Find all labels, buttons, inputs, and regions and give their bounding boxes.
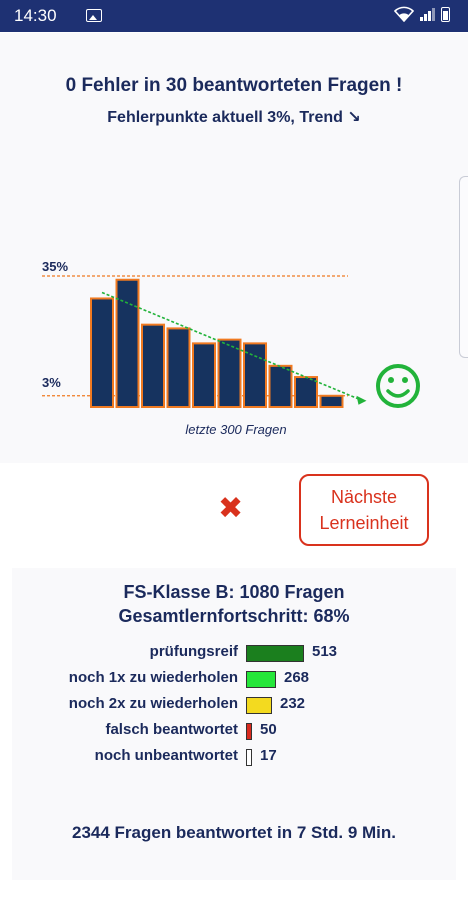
cross-icon: ✖ xyxy=(218,492,244,525)
chart-bar xyxy=(166,327,191,408)
chart-bar xyxy=(294,376,318,409)
status-time: 14:30 xyxy=(14,6,57,25)
side-drawer-handle[interactable] xyxy=(459,176,468,358)
status-bar: 14:30 xyxy=(0,0,468,32)
chart-bar xyxy=(90,297,114,408)
status-icons xyxy=(394,6,450,22)
chart-bar xyxy=(319,394,344,408)
class-title: FS-Klasse B: 1080 Fragen xyxy=(123,582,345,602)
error-chart: 35% 3% letzte 300 Fragen xyxy=(42,259,420,437)
result-headline: 0 Fehler in 30 beantworteten Fragen ! xyxy=(65,75,403,96)
progress-row-bar xyxy=(246,749,252,766)
progress-row: noch 1x zu wiederholen 268 xyxy=(0,667,468,691)
chart-bar xyxy=(141,323,165,408)
progress-row-bar xyxy=(246,697,272,714)
progress-row: falsch beantwortet 50 xyxy=(0,719,468,743)
progress-row: noch 2x zu wiederholen 232 xyxy=(0,693,468,717)
progress-row-bar xyxy=(246,671,276,688)
chart-xlabel: letzte 300 Fragen xyxy=(185,422,286,437)
progress-row: noch unbeantwortet 17 xyxy=(0,745,468,769)
answered-summary: 2344 Fragen beantwortet in 7 Std. 9 Min. xyxy=(71,823,396,842)
overall-progress: Gesamtlernfortschritt: 68% xyxy=(118,606,350,626)
chart-bar xyxy=(217,338,242,408)
next-lesson-button[interactable]: Nächste Lerneinheit xyxy=(299,474,429,546)
progress-panel xyxy=(12,568,456,880)
progress-row-value: 268 xyxy=(284,669,310,686)
battery-icon xyxy=(441,6,450,22)
progress-row-value: 17 xyxy=(260,747,277,764)
chart-bar xyxy=(268,364,293,409)
progress-row-label: noch 2x zu wiederholen xyxy=(68,695,238,712)
error-points-trend: Fehlerpunkte aktuell 3%, Trend ↘ xyxy=(107,109,361,126)
chart-bar xyxy=(115,278,140,408)
progress-row: prüfungsreif 513 xyxy=(0,641,468,665)
progress-row-label: noch unbeantwortet xyxy=(94,747,238,764)
progress-row-value: 232 xyxy=(280,695,306,712)
next-button-line1: Nächste xyxy=(330,487,398,507)
signal-icon xyxy=(420,7,435,21)
tick-label-3: 3% xyxy=(42,375,61,390)
progress-row-bar xyxy=(246,723,252,740)
progress-row-label: falsch beantwortet xyxy=(105,721,238,738)
tick-label-35: 35% xyxy=(42,259,68,274)
progress-row-label: noch 1x zu wiederholen xyxy=(68,669,238,686)
trend-arrow-icon xyxy=(356,395,367,405)
chart-bar xyxy=(192,342,216,408)
progress-row-value: 50 xyxy=(260,721,277,738)
progress-row-bar xyxy=(246,645,304,662)
progress-row-value: 513 xyxy=(312,643,338,660)
wifi-icon xyxy=(394,6,414,22)
smiley-icon xyxy=(376,364,420,408)
trend-line xyxy=(101,291,361,401)
progress-row-label: prüfungsreif xyxy=(149,643,238,660)
next-button-line2: Lerneinheit xyxy=(319,513,409,533)
image-icon xyxy=(86,9,102,22)
chart-bar xyxy=(243,342,267,408)
